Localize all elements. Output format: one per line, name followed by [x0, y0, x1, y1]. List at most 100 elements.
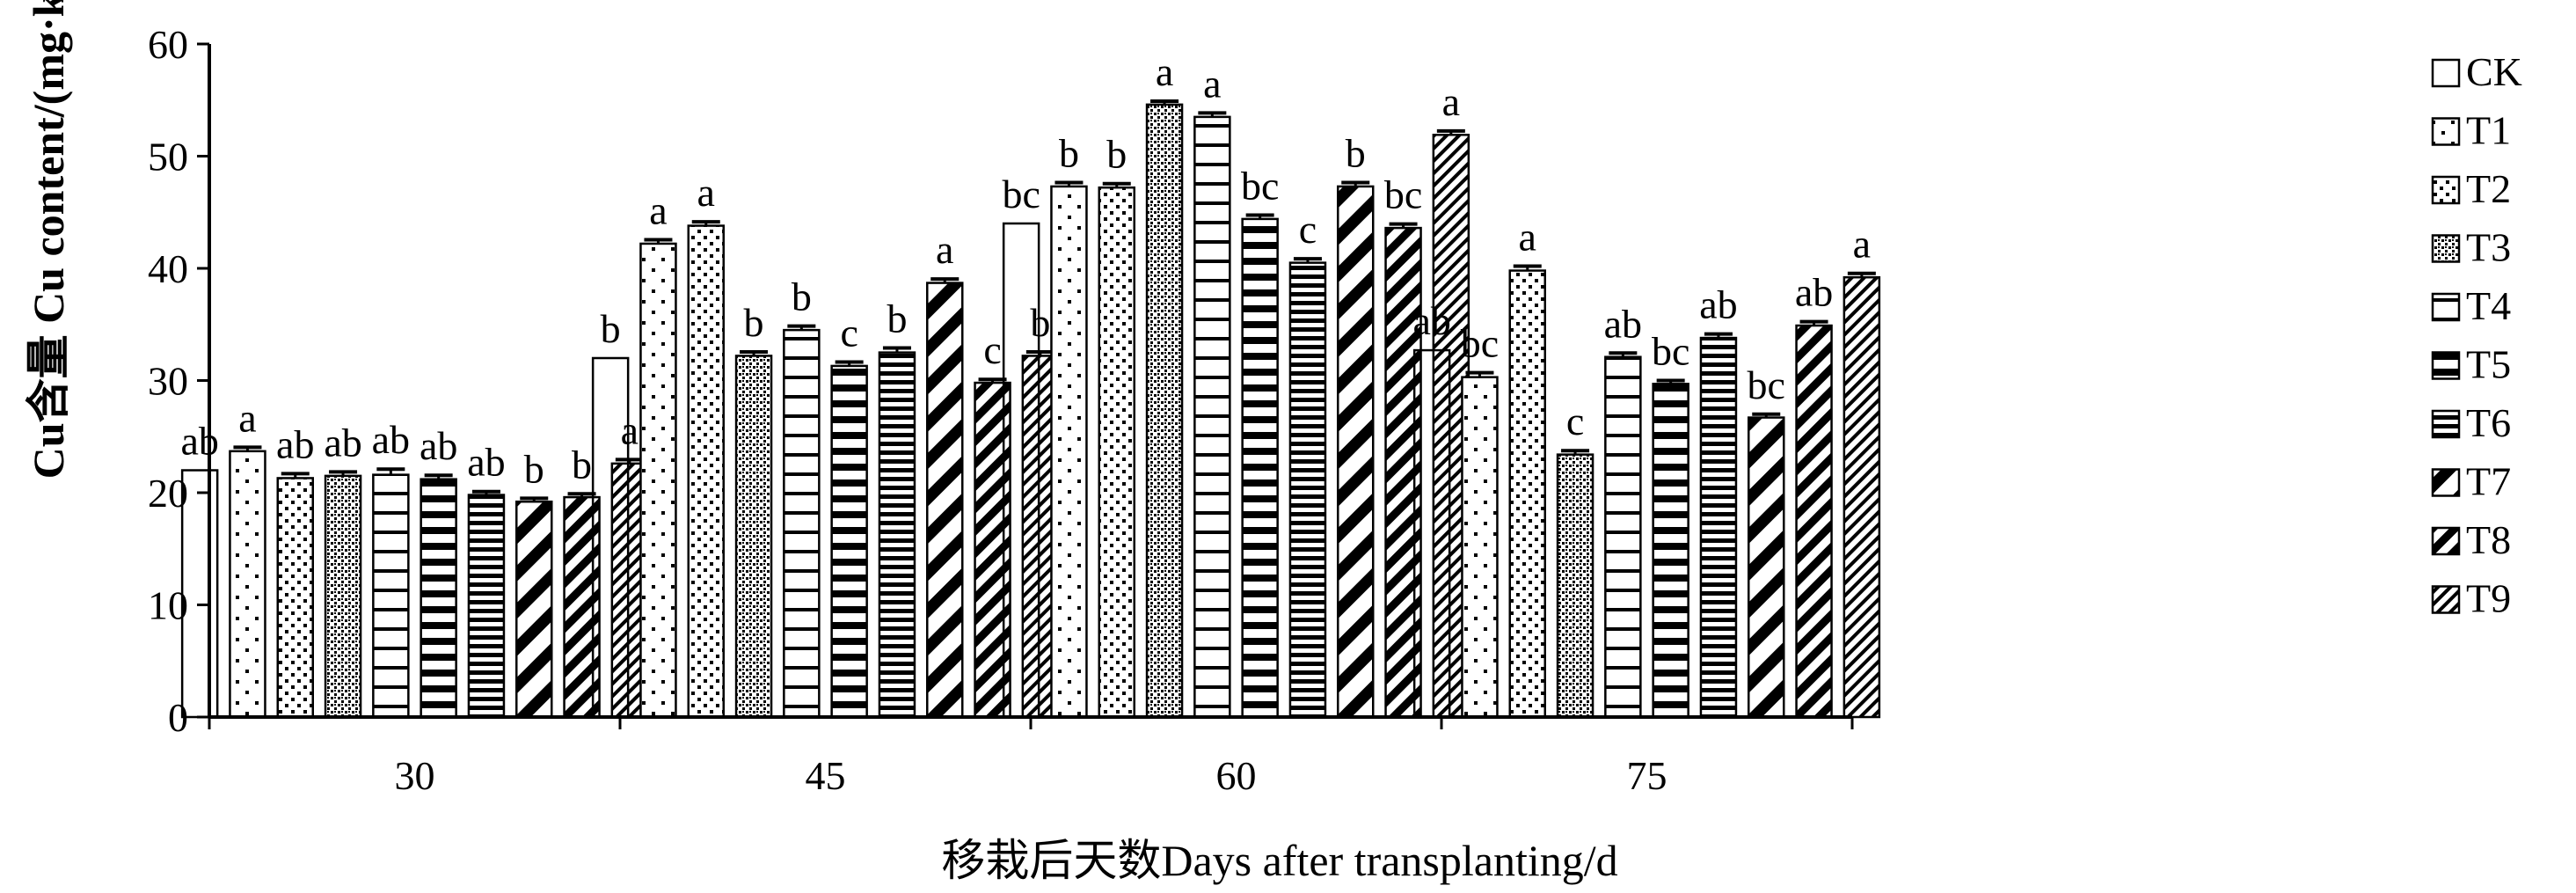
x-tick-label: 60 — [1216, 753, 1257, 798]
significance-label: a — [621, 407, 639, 452]
y-tick-label: 60 — [148, 22, 188, 67]
significance-label: b — [1059, 130, 1079, 175]
bar-t2-45 — [687, 224, 725, 719]
bar-t4-60 — [1193, 115, 1231, 719]
significance-label: bc — [1748, 362, 1785, 407]
bar-t9-75 — [1843, 275, 1881, 719]
bar-t1-30 — [229, 450, 266, 719]
legend-label-t9: T9 — [2466, 576, 2511, 621]
significance-label: a — [1156, 49, 1173, 94]
x-tick-label: 45 — [806, 753, 846, 798]
y-axis-ticks: 0 10 20 30 40 50 60 — [148, 22, 209, 740]
x-axis-ticks: 30 45 60 75 — [208, 717, 1854, 798]
significance-label: ab — [324, 420, 361, 465]
legend-label-t2: T2 — [2466, 166, 2511, 211]
legend: CK T1 T2 T3 T4 T5 T6 T7 T8 T9 — [2431, 49, 2522, 621]
significance-label: c — [1566, 399, 1584, 443]
bar-t1-45 — [639, 242, 677, 719]
significance-label: ab — [372, 417, 410, 462]
significance-label: bc — [1241, 163, 1279, 208]
significance-label: a — [697, 170, 715, 215]
bar-t2-30 — [276, 477, 314, 719]
significance-label: a — [936, 227, 953, 272]
significance-label: b — [1106, 132, 1127, 177]
bar-t7-75 — [1748, 416, 1785, 719]
significance-label: a — [649, 187, 667, 232]
significance-label: c — [1299, 207, 1317, 252]
significance-label: b — [887, 296, 907, 341]
significance-label: bc — [1384, 172, 1422, 217]
significance-label: b — [572, 442, 592, 487]
bar-t8-30 — [563, 495, 601, 719]
significance-label: ab — [1412, 298, 1450, 343]
bar-t3-45 — [734, 355, 773, 719]
legend-swatch-t3 — [2431, 234, 2461, 263]
legend-swatch-t8 — [2431, 526, 2461, 556]
x-axis-title: 移栽后天数Days after transplanting/d — [941, 836, 1617, 885]
significance-label: b — [524, 446, 544, 491]
y-axis-title: Cu含量 Cu content/(mg·kg−1) — [22, 0, 73, 479]
significance-label: ab — [180, 419, 218, 464]
significance-label: c — [983, 327, 1001, 372]
significance-label: bc — [1652, 329, 1689, 374]
bar-t2-60 — [1098, 186, 1135, 719]
legend-label-t1: T1 — [2466, 108, 2511, 153]
legend-swatch-t9 — [2431, 585, 2461, 614]
y-tick-label: 30 — [148, 359, 188, 404]
legend-label-ck: CK — [2466, 49, 2522, 94]
significance-label: bc — [1461, 321, 1499, 366]
legend-swatch-t7 — [2431, 468, 2461, 497]
bar-t7-45 — [926, 282, 964, 719]
legend-label-t4: T4 — [2466, 283, 2511, 328]
significance-label: a — [1203, 61, 1221, 106]
bar-t4-75 — [1604, 355, 1642, 719]
significance-label: ab — [467, 440, 505, 485]
significance-label: bc — [1002, 172, 1040, 216]
significance-label: ab — [1795, 270, 1833, 315]
legend-swatch-ck — [2431, 58, 2461, 88]
x-tick-label: 30 — [395, 753, 435, 798]
bar-t1-60 — [1050, 185, 1088, 719]
significance-label: ab — [276, 421, 314, 466]
significance-label: ab — [420, 423, 457, 468]
significance-label: b — [1030, 300, 1050, 345]
bar-t5-60 — [1241, 217, 1279, 719]
bar-t6-30 — [467, 494, 506, 719]
significance-label: a — [1853, 222, 1871, 267]
y-tick-label: 0 — [168, 695, 188, 740]
y-tick-label: 40 — [148, 246, 188, 291]
legend-swatch-t6 — [2431, 409, 2461, 439]
y-axis-title-main: Cu含量 Cu content/(mg·kg — [24, 0, 73, 479]
significance-label: b — [601, 306, 621, 351]
significance-label: b — [792, 274, 812, 319]
bar-t6-60 — [1288, 261, 1327, 719]
legend-label-t7: T7 — [2466, 459, 2511, 504]
bar-t2-75 — [1508, 269, 1546, 719]
legend-label-t3: T3 — [2466, 225, 2511, 270]
y-tick-label: 50 — [148, 135, 188, 179]
bars-layer — [180, 99, 1881, 719]
legend-swatch-t4 — [2431, 292, 2461, 322]
bar-t4-30 — [372, 473, 410, 719]
bar-t5-30 — [420, 478, 457, 719]
bar-t5-75 — [1652, 383, 1689, 719]
legend-swatch-t1 — [2431, 117, 2461, 146]
legend-label-t6: T6 — [2466, 400, 2511, 445]
legend-label-t5: T5 — [2466, 342, 2511, 387]
bar-t8-45 — [974, 381, 1011, 719]
bar-t7-60 — [1337, 185, 1375, 719]
bar-t3-60 — [1145, 103, 1184, 719]
bar-t3-30 — [324, 474, 362, 719]
bar-t7-30 — [515, 500, 553, 719]
bar-t6-45 — [878, 351, 916, 719]
significance-label: c — [840, 310, 857, 355]
bar-t8-75 — [1795, 324, 1833, 719]
bar-t1-75 — [1461, 376, 1499, 719]
significance-label: b — [744, 300, 764, 345]
bar-t3-75 — [1556, 453, 1594, 719]
significance-label: a — [1519, 214, 1536, 259]
bar-t5-45 — [830, 364, 868, 719]
legend-swatch-t5 — [2431, 351, 2461, 380]
